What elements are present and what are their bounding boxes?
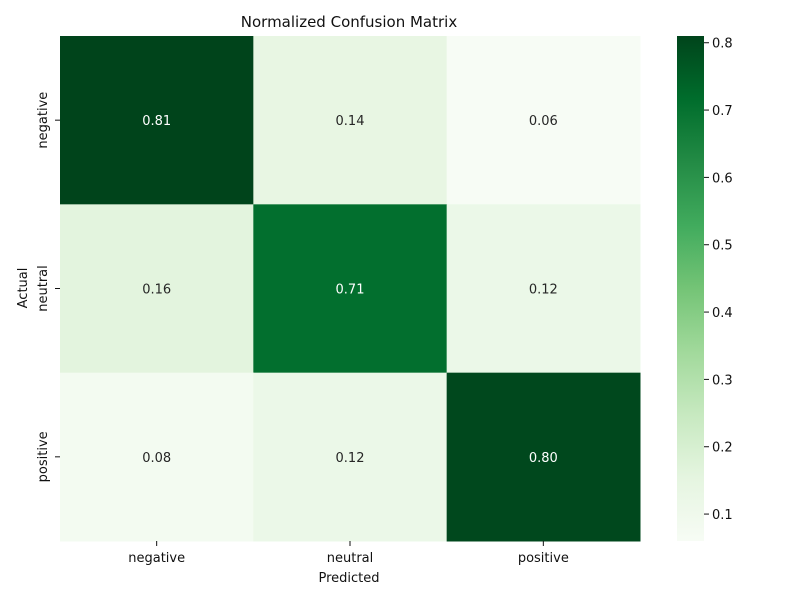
colorbar-tick-label: 0.6 [712,171,733,186]
x-tick-label: negative [128,551,185,566]
colorbar-tick-label: 0.2 [712,441,733,456]
x-axis-label: Predicted [318,571,379,586]
y-tick-label: neutral [36,265,51,312]
y-axis-label: Actual [16,268,31,309]
cell-value-label: 0.14 [336,114,365,129]
x-tick-label: positive [518,551,569,566]
heatmap-cell [253,36,448,205]
heatmap-cell [60,372,254,542]
x-tick-label: neutral [327,551,374,566]
heatmap-cell [446,372,641,542]
heatmap-cell [253,204,448,374]
colorbar-tick-label: 0.3 [712,373,733,388]
heatmap-cell [446,36,641,205]
cell-value-label: 0.80 [529,451,558,466]
y-tick-label: positive [36,431,51,482]
chart-title: Normalized Confusion Matrix [241,13,458,31]
cell-value-label: 0.08 [142,451,171,466]
y-axis-ticks: negative neutral positive [36,92,60,482]
cell-value-label: 0.12 [529,283,558,298]
cell-value-label: 0.12 [336,451,365,466]
colorbar [677,36,704,541]
cell-value-label: 0.81 [142,114,171,129]
colorbar-tick-label: 0.4 [712,306,733,321]
colorbar-tick-label: 0.8 [712,37,733,52]
heatmap-cell [60,204,254,374]
heatmap-cell [253,372,448,542]
heatmap-cell [60,36,254,205]
cell-value-label: 0.71 [336,283,365,298]
cell-value-label: 0.06 [529,114,558,129]
heatmap-cells: 0.81 0.14 0.06 0.16 0.71 0.12 0.08 0.12 0.80 [60,36,641,542]
colorbar-tick-label: 0.7 [712,104,733,119]
cell-value-label: 0.16 [142,283,171,298]
colorbar-ticks: 0.1 0.2 0.3 0.4 0.5 0.6 0.7 0.8 [704,37,733,523]
x-axis-ticks: negative neutral positive [128,541,569,566]
colorbar-tick-label: 0.5 [712,239,733,254]
colorbar-tick-label: 0.1 [712,508,733,523]
y-tick-label: negative [36,92,51,149]
heatmap-cell [446,204,641,374]
